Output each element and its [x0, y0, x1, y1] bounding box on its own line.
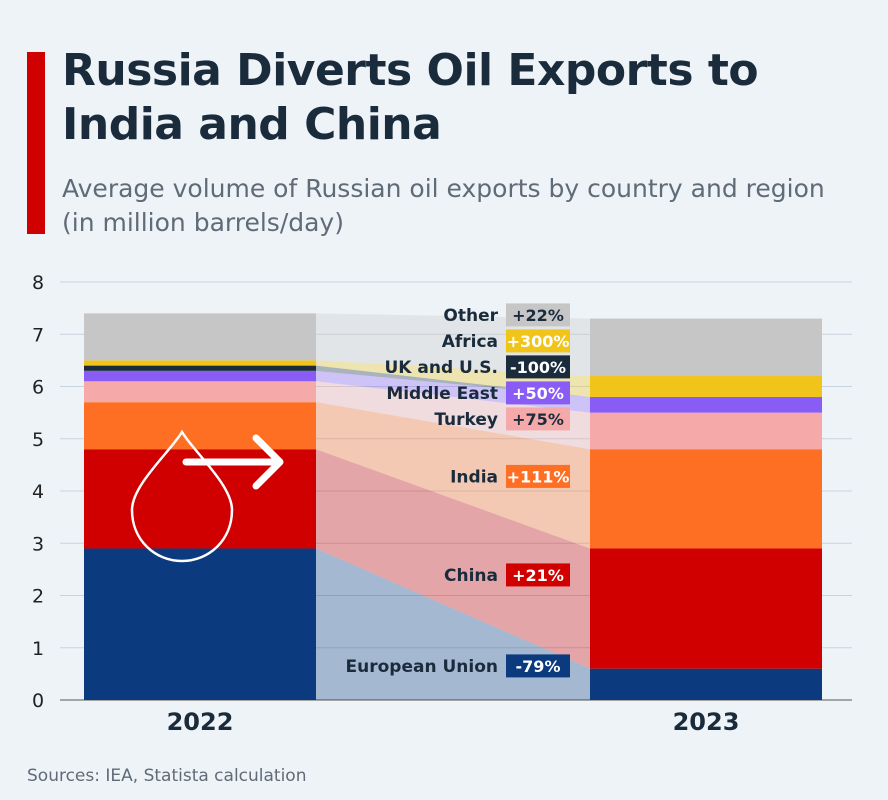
y-tick-label: 2 — [32, 586, 44, 608]
change-label-other: +22% — [512, 306, 564, 325]
series-label-africa: Africa — [442, 332, 498, 352]
bar-segment-africa-2022 — [84, 360, 316, 366]
transition-band-china — [316, 449, 590, 669]
series-label-turkey: Turkey — [434, 410, 498, 430]
series-label-china: China — [444, 566, 498, 586]
change-label-turkey: +75% — [512, 410, 564, 429]
bar-segment-turkey-2022 — [84, 381, 316, 403]
change-badge-uk-and-u-s — [506, 355, 570, 379]
bar-segment-middle-east-2023 — [590, 396, 822, 413]
change-badge-africa — [506, 329, 570, 353]
chart-title: Russia Diverts Oil Exports to India and … — [62, 45, 759, 150]
bar-segment-other-2023 — [590, 318, 822, 377]
y-tick-label: 7 — [32, 324, 44, 346]
oil-drop-icon — [130, 429, 234, 563]
change-badge-european-union — [506, 654, 570, 678]
y-tick-label: 5 — [32, 429, 44, 451]
bar-segment-india-2023 — [590, 449, 822, 549]
change-badge-middle-east — [506, 381, 570, 405]
title-accent-bar — [27, 52, 45, 234]
change-badge-china — [506, 563, 570, 587]
chart-subtitle: Average volume of Russian oil exports by… — [62, 174, 825, 237]
source-note: Sources: IEA, Statista calculation — [27, 766, 307, 786]
change-label-china: +21% — [512, 566, 564, 585]
bar-segment-china-2023 — [590, 548, 822, 669]
bar-segment-european-union-2022 — [84, 548, 316, 700]
bar-segment-india-2022 — [84, 402, 316, 450]
series-label-other: Other — [443, 306, 498, 326]
arrow-right-icon — [182, 434, 284, 490]
series-label-india: India — [450, 467, 498, 487]
change-badge-india — [506, 464, 570, 488]
x-tick-label-2023: 2023 — [673, 708, 740, 736]
change-label-india: +111% — [507, 467, 570, 486]
change-label-middle-east: +50% — [512, 384, 564, 403]
bar-segment-european-union-2023 — [590, 668, 822, 700]
y-tick-label: 4 — [32, 481, 44, 503]
y-tick-label: 0 — [32, 690, 44, 712]
transition-band-turkey — [316, 381, 590, 450]
bar-segment-africa-2023 — [590, 376, 822, 397]
y-tick-label: 8 — [32, 272, 44, 294]
change-label-european-union: -79% — [516, 657, 561, 676]
series-label-european-union: European Union — [346, 657, 499, 677]
y-tick-label: 3 — [32, 533, 44, 555]
change-label-uk-and-u-s: -100% — [510, 358, 566, 377]
bar-segment-uk-and-u-s-2022 — [84, 365, 316, 371]
y-tick-label: 6 — [32, 377, 44, 399]
series-label-middle-east: Middle East — [386, 384, 498, 404]
bar-segment-middle-east-2022 — [84, 370, 316, 382]
x-tick-label-2022: 2022 — [167, 708, 234, 736]
transition-band-india — [316, 402, 590, 549]
change-label-africa: +300% — [507, 332, 570, 351]
y-tick-label: 1 — [32, 638, 44, 660]
change-badge-other — [506, 303, 570, 327]
bar-segment-turkey-2023 — [590, 412, 822, 450]
bar-segment-other-2022 — [84, 313, 316, 361]
change-badge-turkey — [506, 407, 570, 431]
series-label-uk-and-u-s: UK and U.S. — [384, 358, 498, 378]
